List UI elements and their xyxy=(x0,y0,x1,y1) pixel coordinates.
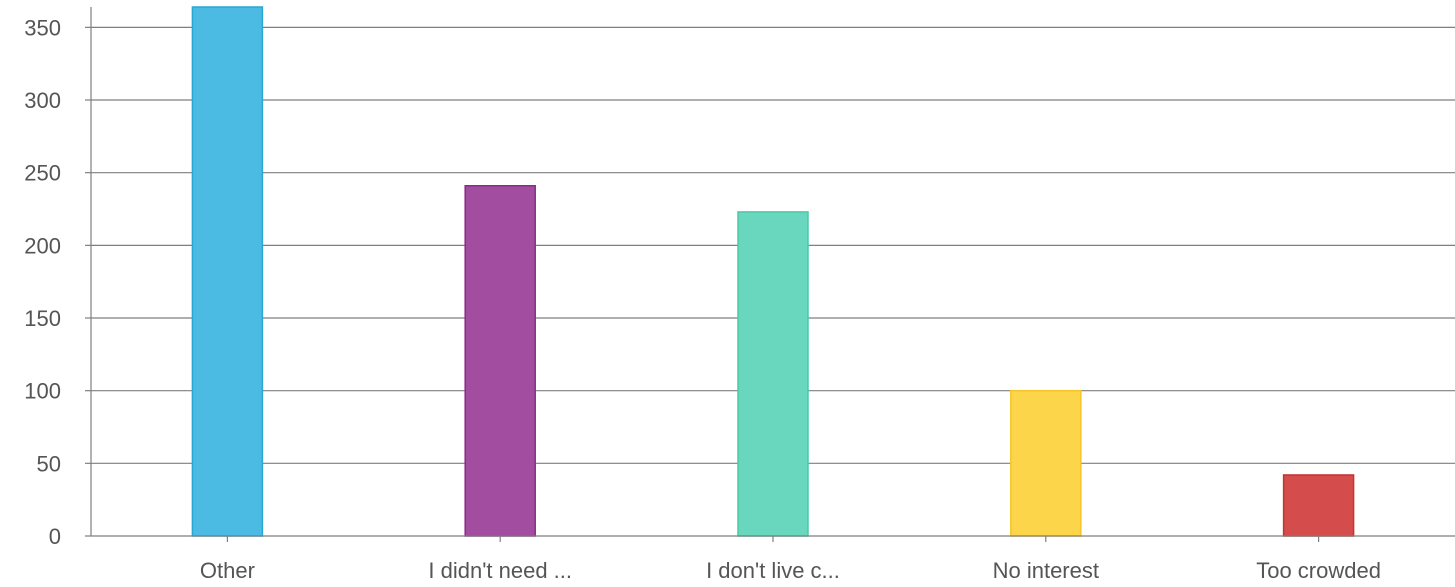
y-tick-label-100: 100 xyxy=(24,379,61,404)
x-axis-labels: Other I didn't need ... I don't live c... N… xyxy=(200,536,1381,583)
y-tick-label-150: 150 xyxy=(24,306,61,331)
x-tick-label-3: No interest xyxy=(993,558,1099,583)
x-tick-label-2: I don't live c... xyxy=(706,558,840,583)
y-tick-label-200: 200 xyxy=(24,233,61,258)
x-tick-label-1: I didn't need ... xyxy=(428,558,572,583)
y-tick-label-300: 300 xyxy=(24,88,61,113)
x-tick-label-0: Other xyxy=(200,558,255,583)
bar-0 xyxy=(191,6,264,537)
y-axis-ticks: 0 50 100 150 200 250 300 350 xyxy=(24,15,61,549)
y-tick-label-50: 50 xyxy=(37,451,61,476)
bar-1 xyxy=(464,185,536,537)
bars xyxy=(191,6,1355,537)
bar-2 xyxy=(737,211,809,537)
y-tick-label-250: 250 xyxy=(24,161,61,186)
y-tick-label-0: 0 xyxy=(49,524,61,549)
y-tick-label-350: 350 xyxy=(24,15,61,40)
x-tick-label-4: Too crowded xyxy=(1256,558,1381,583)
bar-4 xyxy=(1282,474,1355,537)
bar-3 xyxy=(1010,389,1082,537)
